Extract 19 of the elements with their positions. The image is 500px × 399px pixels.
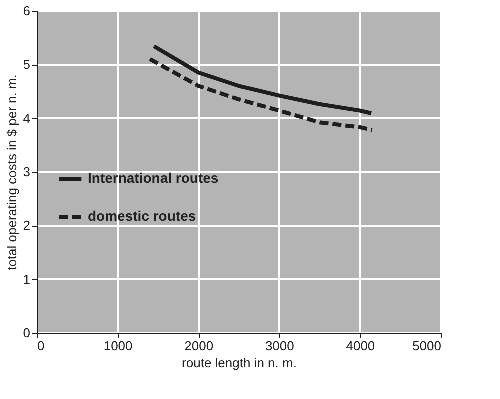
x-tick-label: 1000	[104, 338, 133, 354]
y-tick-label: 5	[23, 57, 30, 72]
legend-label: International routes	[88, 170, 219, 186]
y-tick-label: 1	[23, 272, 30, 287]
y-tick-label: 6	[23, 4, 30, 18]
x-tick-label: 2000	[184, 338, 214, 354]
x-axis-title: route length in n. m.	[182, 356, 297, 370]
y-tick-label: 2	[23, 218, 30, 234]
x-tick-label: 0	[38, 338, 45, 354]
y-axis-title: total operating costs in $ per n. m.	[4, 74, 20, 270]
x-tick-label: 3000	[265, 338, 294, 354]
x-tick-label: 4000	[346, 338, 376, 354]
y-tick-label: 0	[23, 326, 30, 340]
x-tick-label: 5000	[412, 338, 442, 354]
line-series	[152, 44, 374, 116]
line-series	[148, 57, 374, 132]
y-tick-label: 3	[23, 164, 30, 180]
legend-label: domestic routes	[88, 208, 196, 224]
y-tick-label: 4	[23, 110, 30, 126]
